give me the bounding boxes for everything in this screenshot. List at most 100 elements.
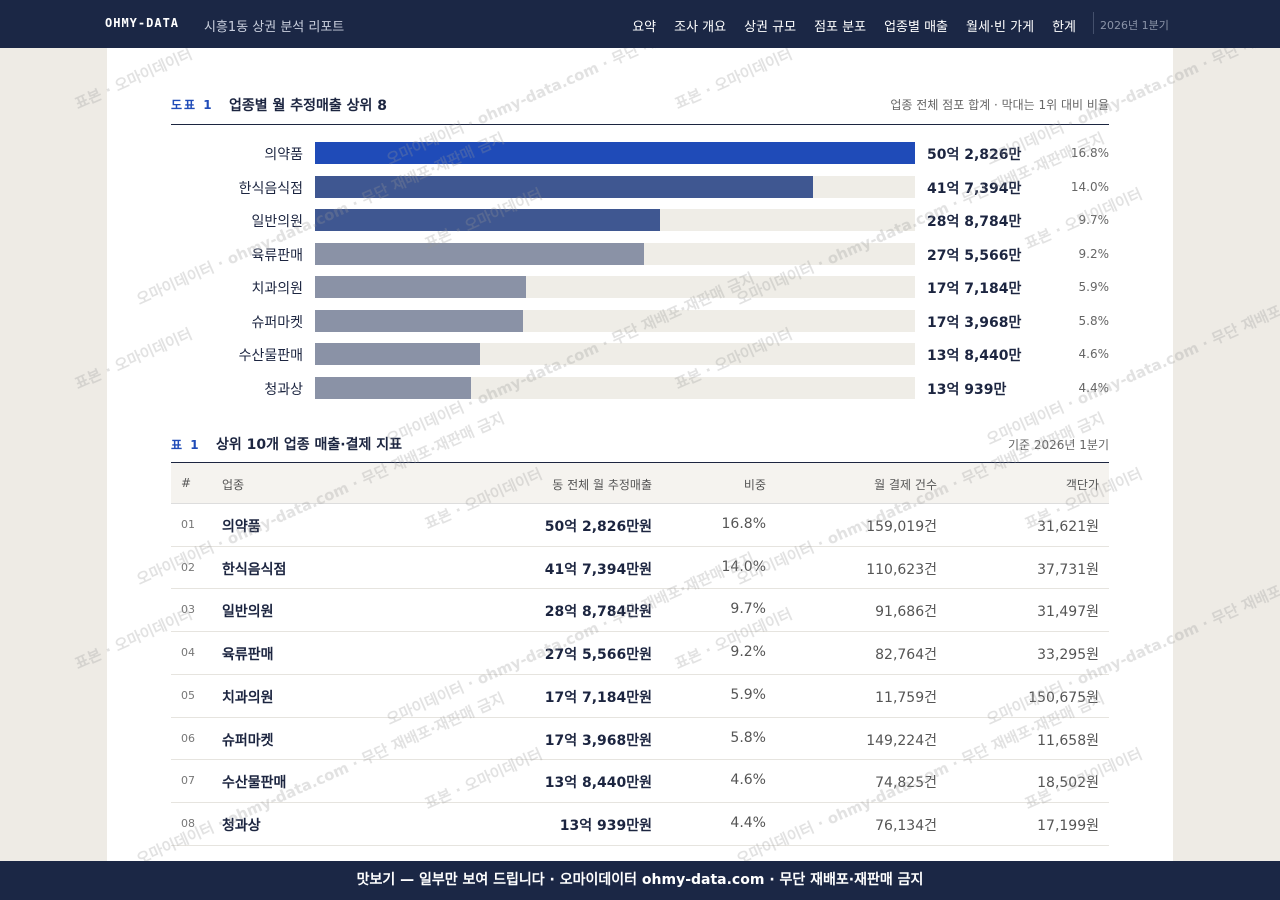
- bar: [315, 175, 814, 198]
- row-divider: [171, 759, 1109, 761]
- table-cell: 27억 5,566만원: [544, 647, 652, 664]
- table-cell: 150,675원: [1028, 689, 1099, 706]
- table-cell: 159,019건: [866, 519, 937, 535]
- bar: [315, 242, 644, 265]
- figure-label: 도표 1: [171, 98, 214, 112]
- share-label: 14.0%: [1070, 179, 1109, 194]
- bar: [315, 209, 660, 231]
- table-cell: 5.8%: [730, 729, 766, 746]
- nav-link[interactable]: 상권 규모: [744, 20, 797, 35]
- share-label: 4.4%: [1078, 380, 1110, 395]
- value-label: 28억 8,784만: [927, 214, 1022, 230]
- bar: [315, 309, 523, 332]
- nav-link[interactable]: 요약: [632, 20, 657, 35]
- table-cell: 05: [181, 688, 195, 702]
- table-cell: 07: [181, 774, 195, 788]
- nav-link[interactable]: 월세·빈 가게: [966, 20, 1035, 35]
- table-note: 기준 2026년 1분기: [1007, 438, 1109, 452]
- row-divider: [171, 631, 1109, 633]
- bar-label: 수산물판매: [238, 348, 303, 364]
- bar-label: 육류판매: [251, 247, 303, 264]
- table-cell: 17,199원: [1037, 817, 1099, 834]
- table-cell: 01: [181, 518, 195, 531]
- table-cell: 청과상: [222, 817, 261, 834]
- nav-link[interactable]: 업종별 매출: [884, 20, 948, 35]
- bar: [315, 142, 915, 164]
- table-cell: 4.4%: [730, 814, 766, 831]
- top-nav: OHMY-DATA 시흥1동 상권 분석 리포트 2026년 1분기 요약 조사 …: [0, 0, 1280, 48]
- table-label: 표 1: [171, 438, 201, 452]
- share-label: 4.6%: [1078, 347, 1110, 361]
- table-cell: 17억 3,968만원: [544, 732, 652, 749]
- table-cell: 4.6%: [730, 772, 766, 789]
- table-cell: 91,686건: [875, 604, 937, 621]
- chart-title: 업종별 월 추정매출 상위 8: [229, 98, 388, 114]
- share-label: 9.7%: [1078, 213, 1110, 227]
- period: 2026년 1분기: [1100, 19, 1169, 32]
- table-cell: 13억 8,440만원: [544, 775, 652, 792]
- table-cell: 31,497원: [1037, 604, 1099, 621]
- table-cell: 치과의원: [222, 689, 274, 706]
- rule: [171, 124, 1109, 125]
- share-label: 5.9%: [1078, 280, 1110, 294]
- table-cell: 03: [181, 603, 195, 617]
- footer-banner: 맛보기 — 일부만 보여 드립니다 · 오마이데이터 ohmy-data.com…: [0, 861, 1280, 900]
- nav-link[interactable]: 조사 개요: [674, 20, 727, 35]
- chart-note: 업종 전체 점포 합계 · 막대는 1위 대비 비율: [890, 98, 1109, 112]
- value-label: 17억 7,184만: [927, 281, 1022, 297]
- bar-label: 일반의원: [251, 214, 303, 230]
- value-label: 50억 2,826만: [927, 147, 1022, 163]
- table-cell: 한식음식점: [222, 561, 287, 578]
- row-divider: [171, 545, 1109, 547]
- table-header: 월 결제 건수: [874, 478, 937, 492]
- row-divider: [171, 801, 1109, 803]
- table-cell: 149,224건: [866, 732, 937, 749]
- table-header: 비중: [743, 478, 766, 492]
- table-cell: 일반의원: [222, 604, 274, 621]
- table-cell: 의약품: [222, 519, 261, 535]
- table-cell: 18,502원: [1037, 775, 1099, 792]
- share-label: 5.8%: [1078, 313, 1110, 328]
- table-cell: 50억 2,826만원: [544, 519, 652, 535]
- table-cell: 13억 939만원: [559, 817, 652, 834]
- bar-label: 청과상: [264, 381, 303, 398]
- value-label: 13억 939만: [927, 381, 1007, 398]
- table-cell: 5.9%: [730, 686, 766, 703]
- table-cell: 37,731원: [1037, 561, 1099, 578]
- value-label: 13억 8,440만: [927, 348, 1022, 364]
- table-cell: 74,825건: [875, 775, 937, 792]
- row-divider: [171, 588, 1109, 590]
- table-cell: 16.8%: [721, 516, 766, 532]
- bar-label: 의약품: [264, 147, 303, 163]
- value-label: 41억 7,394만: [927, 180, 1022, 197]
- nav-link[interactable]: 점포 분포: [814, 20, 867, 35]
- table-cell: 11,759건: [875, 689, 937, 706]
- table-cell: 76,134건: [875, 817, 937, 834]
- table-cell: 17억 7,184만원: [544, 689, 652, 706]
- value-label: 27억 5,566만: [927, 247, 1022, 264]
- table-cell: 9.2%: [730, 644, 766, 661]
- bar-label: 한식음식점: [238, 180, 303, 197]
- table-cell: 9.7%: [730, 601, 766, 618]
- table-cell: 슈퍼마켓: [222, 732, 274, 749]
- table-header: 업종: [222, 478, 245, 492]
- logo[interactable]: OHMY-DATA: [105, 16, 180, 30]
- row-divider: [171, 844, 1109, 846]
- bar-label: 슈퍼마켓: [251, 314, 303, 331]
- table-cell: 28억 8,784만원: [544, 604, 652, 621]
- row-divider: [171, 716, 1109, 718]
- bar-label: 치과의원: [251, 281, 303, 297]
- table-cell: 110,623건: [866, 561, 937, 578]
- table-cell: 82,764건: [875, 647, 937, 664]
- bar: [315, 343, 481, 365]
- table-cell: 수산물판매: [222, 775, 287, 792]
- bar: [315, 276, 527, 298]
- table-cell: 04: [181, 646, 195, 660]
- row-divider: [171, 673, 1109, 675]
- table-cell: 08: [181, 816, 195, 830]
- nav-link[interactable]: 한계: [1052, 20, 1076, 35]
- table-header-bg: [171, 463, 1109, 504]
- value-label: 17억 3,968만: [927, 314, 1022, 331]
